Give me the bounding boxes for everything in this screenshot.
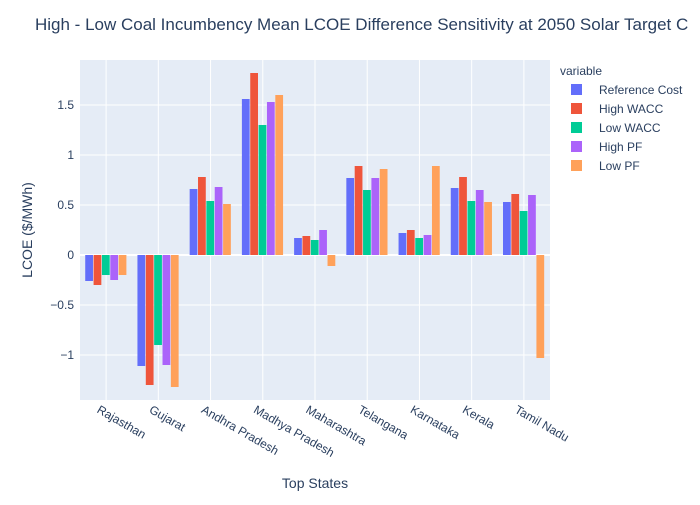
- bars: [85, 73, 545, 387]
- x-tick-label: Karnataka: [408, 402, 463, 442]
- bar: [536, 255, 545, 358]
- bar: [162, 255, 171, 365]
- legend-swatch: [571, 141, 582, 152]
- legend: variable Reference Cost High WACC Low WACC…: [560, 64, 683, 173]
- bar: [294, 238, 302, 255]
- legend-item: High PF: [571, 140, 642, 154]
- bar: [206, 201, 215, 255]
- bar: [145, 255, 154, 385]
- bar: [363, 190, 371, 255]
- legend-swatch: [571, 160, 582, 171]
- y-tick-label: −1: [60, 348, 74, 362]
- bar: [118, 255, 127, 275]
- y-tick-labels: −1 −0.5 0 0.5 1 1.5: [50, 98, 74, 362]
- legend-items: Reference Cost High WACC Low WACC High PF Lo…: [571, 83, 683, 173]
- bar: [467, 201, 476, 255]
- bar: [154, 255, 162, 345]
- bar: [250, 73, 258, 255]
- bar: [484, 202, 492, 255]
- legend-swatch: [571, 122, 582, 133]
- bar: [137, 255, 146, 366]
- bar: [503, 202, 511, 255]
- legend-label: High WACC: [599, 102, 664, 116]
- bar: [423, 235, 432, 255]
- bar: [85, 255, 93, 281]
- legend-label: Low WACC: [599, 121, 661, 135]
- chart-title: High - Low Coal Incumbency Mean LCOE Dif…: [35, 15, 688, 34]
- legend-swatch: [571, 84, 582, 95]
- y-tick-label: 0.5: [57, 198, 74, 212]
- bar: [415, 238, 424, 255]
- bar: [519, 211, 528, 255]
- bar: [214, 187, 223, 255]
- bar: [241, 99, 250, 255]
- legend-item: Reference Cost: [571, 83, 683, 97]
- bar: [310, 240, 319, 255]
- bar: [302, 236, 311, 255]
- bar: [475, 190, 484, 255]
- x-tick-label: Tamil Nadu: [512, 402, 571, 444]
- bar: [354, 166, 363, 255]
- bar: [198, 177, 206, 255]
- bar: [101, 255, 110, 275]
- bar: [398, 233, 407, 255]
- bar: [93, 255, 102, 285]
- x-tick-label: Kerala: [460, 402, 497, 432]
- bar: [327, 255, 336, 266]
- legend-swatch: [571, 103, 582, 114]
- bar: [189, 189, 198, 255]
- bar: [110, 255, 119, 280]
- bar: [528, 195, 536, 255]
- legend-title: variable: [560, 64, 602, 78]
- bar: [406, 230, 415, 255]
- y-tick-label: 0: [67, 248, 74, 262]
- bar: [266, 102, 275, 255]
- legend-label: Reference Cost: [599, 83, 683, 97]
- legend-label: Low PF: [599, 159, 640, 173]
- bar: [511, 194, 520, 255]
- y-axis-title: LCOE ($/MWh): [19, 182, 35, 278]
- bar: [223, 204, 231, 255]
- bar: [170, 255, 179, 387]
- bar: [258, 125, 267, 255]
- legend-item: Low WACC: [571, 121, 661, 135]
- bar: [379, 169, 388, 255]
- legend-label: High PF: [599, 140, 642, 154]
- bar: [431, 166, 440, 255]
- bar: [450, 188, 459, 255]
- legend-item: Low PF: [571, 159, 640, 173]
- y-tick-label: 1: [67, 148, 74, 162]
- x-tick-label: Gujarat: [147, 402, 189, 434]
- x-tick-label: Rajasthan: [95, 402, 149, 441]
- y-tick-label: −0.5: [50, 298, 74, 312]
- bar: [371, 178, 380, 255]
- bar: [459, 177, 467, 255]
- y-tick-label: 1.5: [57, 98, 74, 112]
- bar: [275, 95, 284, 255]
- bar: [319, 230, 327, 255]
- x-axis-title: Top States: [282, 475, 348, 491]
- legend-item: High WACC: [571, 102, 664, 116]
- bar: [346, 178, 355, 255]
